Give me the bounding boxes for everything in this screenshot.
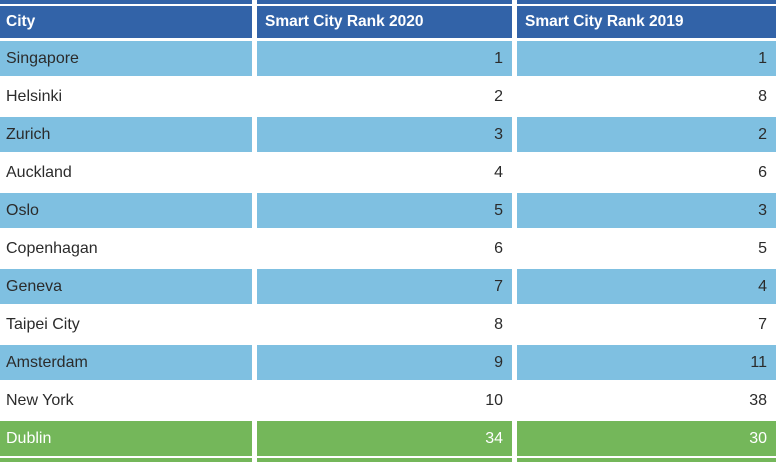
- bottom-border-segment: [0, 458, 252, 462]
- city-cell: Copenhagan: [0, 231, 252, 266]
- table-row-singapore: Singapore 1 1: [0, 41, 776, 76]
- table-top-border: [0, 0, 776, 4]
- table-row-dublin-highlighted: Dublin 34 30: [0, 421, 776, 456]
- rank-2019-cell: 7: [517, 307, 776, 342]
- table-row-taipei-city: Taipei City 8 7: [0, 307, 776, 342]
- rank-2020-cell: 9: [257, 345, 512, 380]
- rank-2020-cell: 6: [257, 231, 512, 266]
- table-row-oslo: Oslo 5 3: [0, 193, 776, 228]
- table-bottom-border: [0, 458, 776, 462]
- city-cell: Oslo: [0, 193, 252, 228]
- table-row-auckland: Auckland 4 6: [0, 155, 776, 190]
- table-row-zurich: Zurich 3 2: [0, 117, 776, 152]
- rank-2019-cell: 6: [517, 155, 776, 190]
- rank-2020-cell: 1: [257, 41, 512, 76]
- top-border-segment: [257, 0, 512, 4]
- rank-2020-cell: 3: [257, 117, 512, 152]
- rank-2019-cell: 3: [517, 193, 776, 228]
- rank-2019-cell: 4: [517, 269, 776, 304]
- rank-2019-cell: 38: [517, 383, 776, 418]
- rank-2020-cell: 4: [257, 155, 512, 190]
- city-cell: Taipei City: [0, 307, 252, 342]
- smart-city-rank-table: City Smart City Rank 2020 Smart City Ran…: [0, 0, 776, 462]
- table-row-geneva: Geneva 7 4: [0, 269, 776, 304]
- top-border-segment: [517, 0, 776, 4]
- rank-2020-cell: 2: [257, 79, 512, 114]
- table-row-helsinki: Helsinki 2 8: [0, 79, 776, 114]
- city-cell: Auckland: [0, 155, 252, 190]
- rank-2019-cell: 11: [517, 345, 776, 380]
- city-cell: New York: [0, 383, 252, 418]
- rank-2020-cell: 7: [257, 269, 512, 304]
- table-row-new-york: New York 10 38: [0, 383, 776, 418]
- city-cell: Zurich: [0, 117, 252, 152]
- bottom-border-segment: [517, 458, 776, 462]
- rank-2020-cell: 34: [257, 421, 512, 456]
- city-cell: Geneva: [0, 269, 252, 304]
- table-header-row: City Smart City Rank 2020 Smart City Ran…: [0, 6, 776, 38]
- table-row-copenhagan: Copenhagan 6 5: [0, 231, 776, 266]
- city-cell: Singapore: [0, 41, 252, 76]
- rank-2020-cell: 10: [257, 383, 512, 418]
- rank-2019-cell: 1: [517, 41, 776, 76]
- table-row-amsterdam: Amsterdam 9 11: [0, 345, 776, 380]
- bottom-border-segment: [257, 458, 512, 462]
- rank-2019-cell: 8: [517, 79, 776, 114]
- city-cell: Amsterdam: [0, 345, 252, 380]
- header-cell-rank-2019: Smart City Rank 2019: [517, 6, 776, 38]
- city-cell: Dublin: [0, 421, 252, 456]
- rank-2019-cell: 5: [517, 231, 776, 266]
- rank-2020-cell: 5: [257, 193, 512, 228]
- header-cell-rank-2020: Smart City Rank 2020: [257, 6, 512, 38]
- top-border-segment: [0, 0, 252, 4]
- rank-2019-cell: 30: [517, 421, 776, 456]
- header-cell-city: City: [0, 6, 252, 38]
- city-cell: Helsinki: [0, 79, 252, 114]
- rank-2020-cell: 8: [257, 307, 512, 342]
- rank-2019-cell: 2: [517, 117, 776, 152]
